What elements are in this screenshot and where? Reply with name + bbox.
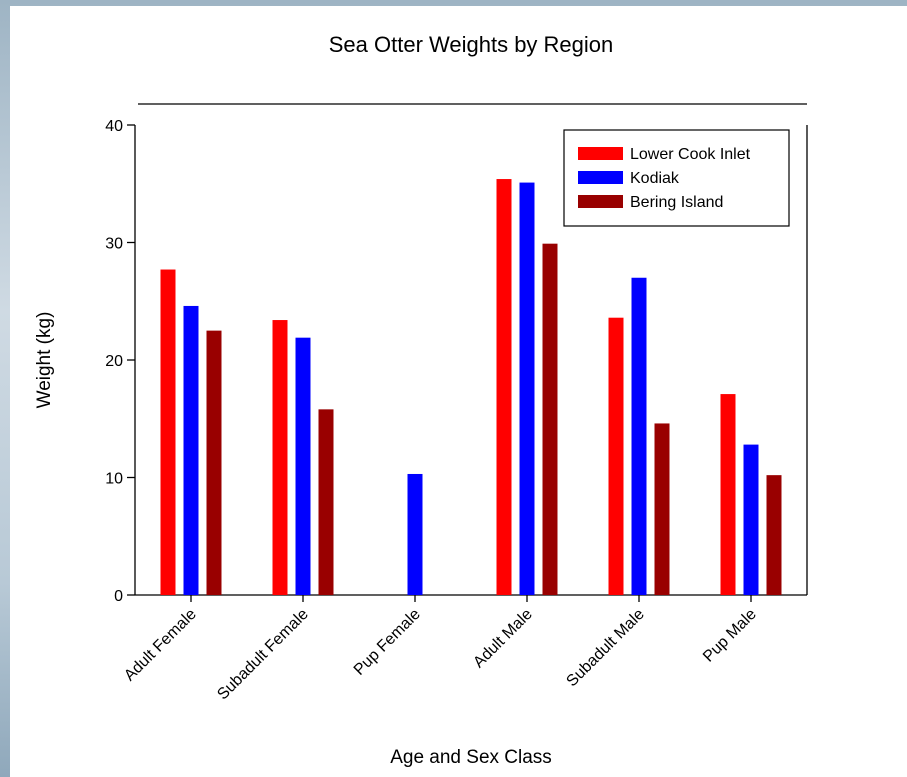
bar-kodiak-subadult-male — [631, 277, 647, 595]
bar-bering-island-pup-male — [766, 475, 782, 595]
bar-kodiak-adult-male — [519, 182, 535, 595]
bar-lower-cook-inlet-subadult-female — [272, 320, 288, 595]
y-tick-label: 40 — [105, 118, 123, 135]
y-tick-label: 0 — [114, 588, 123, 605]
y-tick-label: 30 — [105, 236, 123, 253]
x-tick-label: Subadult Male — [563, 606, 647, 690]
chart-title: Sea Otter Weights by Region — [329, 32, 614, 57]
bar-bering-island-subadult-male — [654, 423, 670, 595]
bar-kodiak-pup-male — [743, 444, 759, 595]
bar-kodiak-pup-female — [407, 473, 423, 595]
legend-label: Kodiak — [630, 170, 680, 187]
bar-bering-island-adult-female — [206, 330, 222, 595]
bar-lower-cook-inlet-pup-male — [720, 394, 736, 595]
bar-lower-cook-inlet-adult-female — [160, 269, 176, 595]
bar-lower-cook-inlet-subadult-male — [608, 317, 624, 595]
y-tick-label: 10 — [105, 471, 123, 488]
legend-swatch — [578, 171, 623, 184]
bar-chart: Sea Otter Weights by Region 0 10 20 30 40 Ad… — [34, 32, 808, 768]
x-tick-label: Adult Female — [121, 606, 200, 685]
bar-kodiak-adult-female — [183, 305, 199, 595]
bar-kodiak-subadult-female — [295, 337, 311, 595]
x-tick-label: Pup Female — [351, 606, 424, 679]
legend-label: Lower Cook Inlet — [630, 146, 751, 163]
bars-group — [160, 179, 782, 596]
legend-label: Bering Island — [630, 194, 723, 211]
x-axis-ticks: Adult Female Subadult Female Pup Female Adu… — [121, 595, 760, 703]
legend-swatch — [578, 147, 623, 160]
bar-lower-cook-inlet-adult-male — [496, 179, 512, 596]
chart-frame: Sea Otter Weights by Region 0 10 20 30 40 Ad… — [10, 6, 907, 777]
x-tick-label: Subadult Female — [214, 606, 312, 704]
bar-bering-island-subadult-female — [318, 409, 334, 595]
y-axis-label: Weight (kg) — [34, 312, 55, 409]
bar-bering-island-adult-male — [542, 243, 558, 596]
y-axis-ticks: 0 10 20 30 40 — [105, 118, 135, 605]
legend-swatch — [578, 195, 623, 208]
x-tick-label: Pup Male — [700, 606, 760, 666]
x-tick-label: Adult Male — [470, 606, 536, 672]
legend: Lower Cook Inlet Kodiak Bering Island — [563, 129, 790, 227]
x-axis-label: Age and Sex Class — [390, 747, 552, 768]
y-tick-label: 20 — [105, 353, 123, 370]
